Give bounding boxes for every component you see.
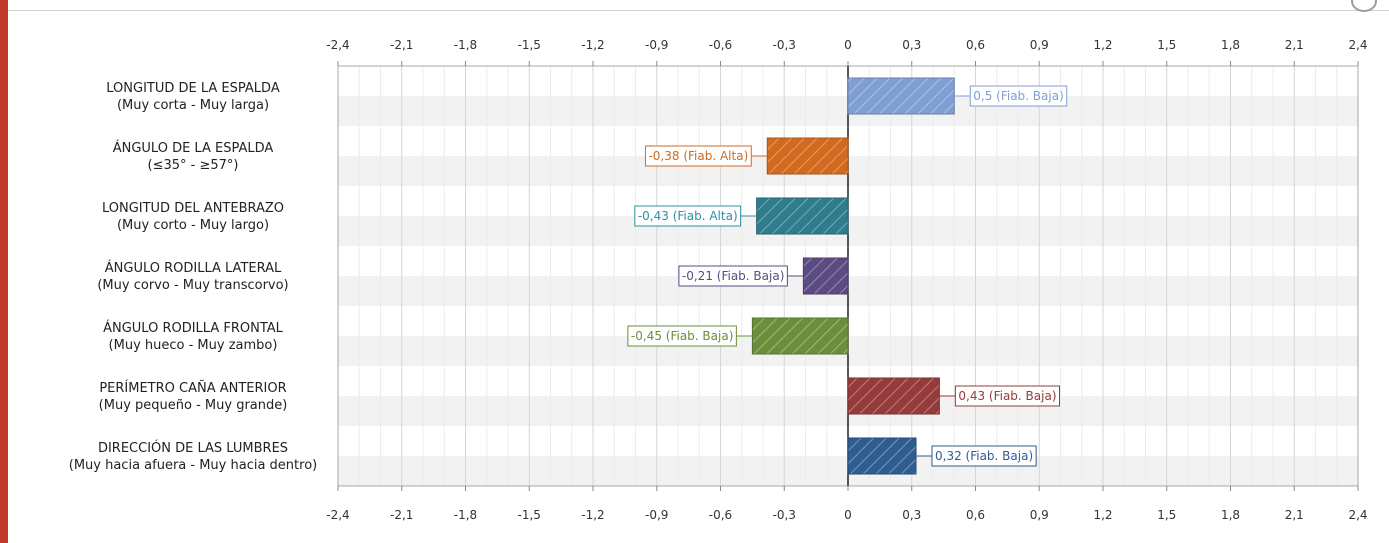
x-tick-label-bottom: 1,5: [1157, 508, 1176, 522]
x-tick-label-top: -0,6: [709, 38, 732, 52]
value-label: -0,45 (Fiab. Baja): [631, 329, 733, 343]
x-tick-label-top: -1,2: [581, 38, 604, 52]
category-title: ÁNGULO RODILLA LATERAL: [105, 260, 282, 276]
x-tick-label-top: -0,3: [773, 38, 796, 52]
value-label: 0,32 (Fiab. Baja): [935, 449, 1033, 463]
x-tick-label-top: 2,4: [1348, 38, 1367, 52]
bar: [751, 317, 849, 355]
value-label: 0,5 (Fiab. Baja): [973, 89, 1064, 103]
x-tick-label-bottom: 0: [844, 508, 852, 522]
bar: [847, 437, 917, 475]
x-tick-label-top: 1,8: [1221, 38, 1240, 52]
value-label: -0,21 (Fiab. Baja): [682, 269, 784, 283]
category-range: (Muy hueco - Muy zambo): [109, 338, 278, 353]
window-left-border: [0, 0, 8, 543]
value-label: -0,38 (Fiab. Alta): [648, 149, 748, 163]
category-title: LONGITUD DE LA ESPALDA: [106, 81, 280, 96]
x-tick-label-bottom: -2,4: [326, 508, 349, 522]
x-tick-label-bottom: 2,1: [1285, 508, 1304, 522]
x-tick-label-top: -0,9: [645, 38, 668, 52]
value-label: 0,43 (Fiab. Baja): [958, 389, 1056, 403]
x-tick-label-top: 1,5: [1157, 38, 1176, 52]
category-title: PERÍMETRO CAÑA ANTERIOR: [99, 380, 286, 396]
x-tick-label-bottom: 1,2: [1093, 508, 1112, 522]
category-range: (Muy corto - Muy largo): [117, 218, 269, 233]
bar: [847, 377, 940, 415]
x-tick-label-top: -1,8: [454, 38, 477, 52]
category-range: (Muy pequeño - Muy grande): [99, 398, 288, 413]
category-range: (Muy hacia afuera - Muy hacia dentro): [69, 458, 317, 473]
x-tick-label-top: 0,9: [1030, 38, 1049, 52]
bar: [766, 137, 849, 175]
x-tick-label-top: 0: [844, 38, 852, 52]
category-range: (≤35° - ≥57°): [148, 158, 239, 173]
x-tick-label-bottom: -0,9: [645, 508, 668, 522]
value-label: -0,43 (Fiab. Alta): [638, 209, 738, 223]
category-title: ÁNGULO RODILLA FRONTAL: [103, 320, 284, 336]
x-tick-label-bottom: -1,8: [454, 508, 477, 522]
x-tick-label-top: 1,2: [1093, 38, 1112, 52]
category-title: ÁNGULO DE LA ESPALDA: [113, 140, 274, 156]
window-top-bar: [8, 0, 1389, 11]
category-range: (Muy corta - Muy larga): [117, 98, 269, 113]
bar: [756, 197, 849, 235]
bar: [802, 257, 849, 295]
x-tick-label-bottom: 0,3: [902, 508, 921, 522]
x-tick-label-bottom: 2,4: [1348, 508, 1367, 522]
x-tick-label-top: 2,1: [1285, 38, 1304, 52]
x-tick-label-top: 0,3: [902, 38, 921, 52]
x-tick-label-bottom: -0,6: [709, 508, 732, 522]
category-title: LONGITUD DEL ANTEBRAZO: [102, 201, 284, 216]
x-tick-label-top: -2,1: [390, 38, 413, 52]
x-tick-label-top: -2,4: [326, 38, 349, 52]
x-tick-label-bottom: -2,1: [390, 508, 413, 522]
x-tick-label-top: -1,5: [518, 38, 541, 52]
x-tick-label-bottom: -0,3: [773, 508, 796, 522]
x-tick-label-bottom: 1,8: [1221, 508, 1240, 522]
bar: [847, 77, 955, 115]
x-tick-label-bottom: 0,9: [1030, 508, 1049, 522]
category-title: DIRECCIÓN DE LAS LUMBRES: [98, 440, 288, 456]
x-tick-label-bottom: -1,5: [518, 508, 541, 522]
x-tick-label-bottom: 0,6: [966, 508, 985, 522]
x-tick-label-top: 0,6: [966, 38, 985, 52]
category-range: (Muy corvo - Muy transcorvo): [97, 278, 288, 293]
x-tick-label-bottom: -1,2: [581, 508, 604, 522]
